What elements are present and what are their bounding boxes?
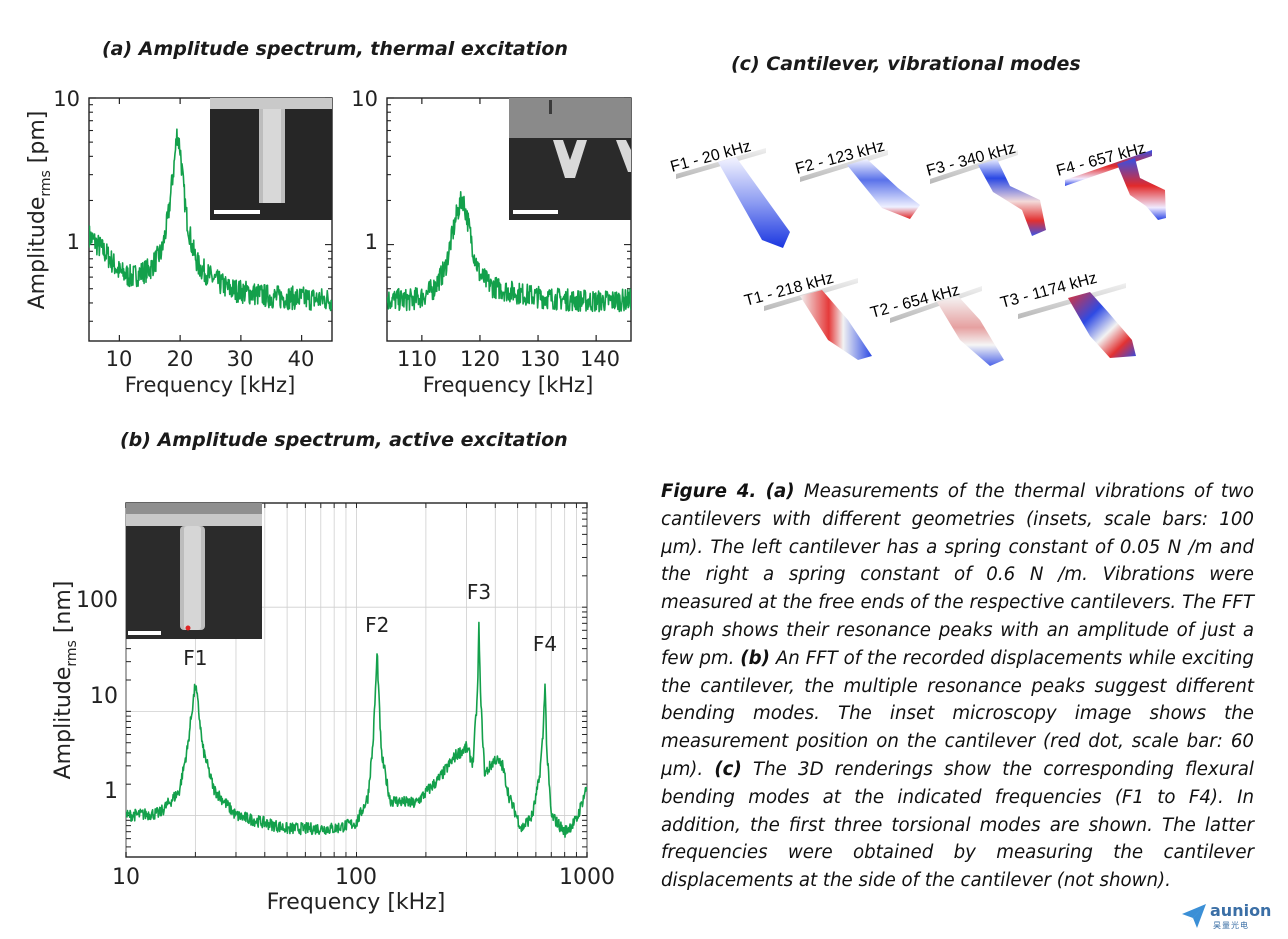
mode-f1: F1 - 20 kHz <box>669 138 790 248</box>
y-tick-label: 10 <box>351 87 378 111</box>
mode-f2: F2 - 123 kHz <box>794 138 920 219</box>
chart-a-left: 10 1 10 20 30 40 Frequency [kHz] Amplitu… <box>25 87 333 397</box>
mode-renderings: F1 - 20 kHz F2 - 123 kHz F3 - 340 kHz F4… <box>669 138 1166 366</box>
caption-b-tag: (b) <box>740 647 770 669</box>
peak-annotations: F1 F2 F3 F4 <box>183 580 557 670</box>
y-axis-label: Amplituderms [pm] <box>25 111 54 310</box>
chart-b: F1 F2 F3 F4 100 10 1 10 100 1000 Frequency … <box>51 502 615 915</box>
mode-t1: T1 - 218 kHz <box>743 270 872 360</box>
logo-name: aunion <box>1210 901 1272 920</box>
series-group <box>126 621 587 838</box>
inset-image-b <box>126 503 262 639</box>
x-tick-label: 140 <box>580 347 620 371</box>
caption-a-tag: (a) <box>765 481 795 502</box>
peak-label: F4 <box>533 632 557 656</box>
caption-c-tag: (c) <box>714 758 742 780</box>
y-tick-label: 1 <box>67 230 80 254</box>
y-axis-label: Amplituderms [nm] <box>51 581 80 780</box>
y-tick-label: 10 <box>90 684 118 709</box>
mode-t3: T3 - 1174 kHz <box>999 270 1136 358</box>
logo-subtitle: 昊量光电 <box>1213 921 1249 930</box>
scale-bar <box>128 631 161 635</box>
heading-a: (a) Amplitude spectrum, thermal excitati… <box>102 38 568 60</box>
x-tick-label: 10 <box>106 347 133 371</box>
figure-caption: Figure 4. (a) Measurements of the therma… <box>661 478 1254 895</box>
mode-t2: T2 - 654 kHz <box>869 282 1004 366</box>
peak-label: F3 <box>467 580 491 604</box>
x-tick-label: 30 <box>227 347 254 371</box>
x-axis-label: Frequency [kHz] <box>267 890 446 915</box>
mode-f3: F3 - 340 kHz <box>925 140 1046 236</box>
x-tick-label: 100 <box>335 865 377 890</box>
series-group <box>387 191 631 313</box>
x-tick-label: 130 <box>520 347 560 371</box>
y-tick-label: 10 <box>53 87 80 111</box>
spectrum-line <box>387 191 631 313</box>
y-tick-label: 1 <box>104 779 118 804</box>
measurement-dot <box>185 625 191 631</box>
scale-bar <box>513 210 558 214</box>
paper-plane-icon <box>1182 904 1206 928</box>
scale-bar <box>214 210 260 214</box>
spectrum-line <box>89 128 332 312</box>
y-tick-label: 1 <box>365 230 378 254</box>
y-tick-label: 100 <box>76 588 118 613</box>
inset-image-a-right <box>509 98 631 220</box>
x-tick-label: 10 <box>112 865 140 890</box>
x-tick-label: 120 <box>460 347 500 371</box>
caption-a-text: Measurements of the thermal vibrations o… <box>661 481 1254 669</box>
x-tick-label: 1000 <box>559 865 615 890</box>
x-axis-label: Frequency [kHz] <box>423 373 594 397</box>
inset-image-a-left <box>210 98 332 220</box>
x-tick-label: 110 <box>397 347 437 371</box>
peak-label: F2 <box>365 613 389 637</box>
x-tick-label: 20 <box>167 347 194 371</box>
caption-c-text: The 3D renderings show the corresponding… <box>661 758 1254 892</box>
heading-b: (b) Amplitude spectrum, active excitatio… <box>120 429 568 451</box>
peak-label: F1 <box>183 646 207 670</box>
caption-figure-tag: Figure 4. <box>661 481 757 502</box>
heading-c: (c) Cantilever, vibrational modes <box>731 53 1081 75</box>
x-tick-label: 40 <box>288 347 315 371</box>
chart-a-right: 10 1 110 120 130 140 Frequency [kHz] <box>351 87 632 397</box>
aunion-logo: aunion 昊量光电 <box>1180 900 1280 932</box>
series-group <box>89 128 332 312</box>
mode-f4: F4 - 657 kHz <box>1055 140 1166 220</box>
caption-b-text: An FFT of the recorded displacements whi… <box>661 647 1254 780</box>
x-axis-label: Frequency [kHz] <box>125 373 296 397</box>
spectrum-line <box>126 621 587 838</box>
